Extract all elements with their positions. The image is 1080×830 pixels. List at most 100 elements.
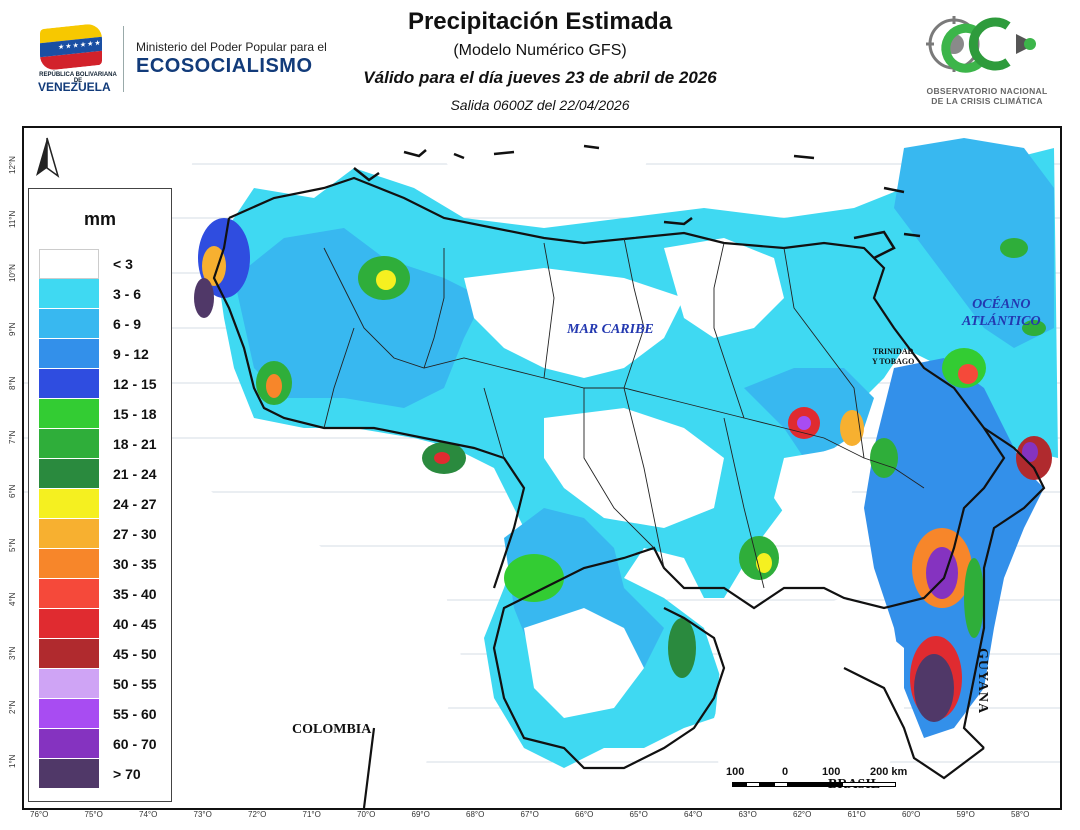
latitude-tick: 1°N [8, 754, 17, 768]
latitude-tick: 7°N [8, 430, 17, 444]
legend-swatch [39, 699, 99, 729]
legend-label: 60 - 70 [113, 736, 157, 752]
legend-swatch [39, 669, 99, 699]
legend-label: 3 - 6 [113, 286, 142, 302]
longitude-tick: 59°O [956, 810, 975, 819]
scale-label: 100 [726, 766, 745, 778]
legend-label: 24 - 27 [113, 496, 157, 512]
longitude-tick: 72°O [248, 810, 267, 819]
legend-item: 3 - 6 [39, 279, 163, 309]
longitude-tick: 60°O [902, 810, 921, 819]
legend-label: 50 - 55 [113, 676, 157, 692]
legend-label: 21 - 24 [113, 466, 157, 482]
map-canvas [24, 128, 1060, 808]
legend-label: < 3 [113, 256, 133, 272]
caribbean-islands [353, 144, 921, 260]
legend-label: 12 - 15 [113, 376, 157, 392]
occ-logo-icon [926, 16, 1036, 73]
legend-label: 40 - 45 [113, 616, 157, 632]
label-mar-caribe: MAR CARIBE [567, 322, 654, 337]
label-guyana: GUYANA [975, 648, 990, 715]
legend-swatch [39, 729, 99, 759]
legend-label: 45 - 50 [113, 646, 157, 662]
legend-item: 24 - 27 [39, 489, 163, 519]
longitude-tick: 67°O [520, 810, 539, 819]
scale-label: 100 [822, 766, 841, 778]
legend-item: 21 - 24 [39, 459, 163, 489]
latitude-tick: 8°N [8, 376, 17, 390]
scale-label: 0 [782, 766, 789, 778]
legend-swatch [39, 519, 99, 549]
north-arrow-icon [36, 137, 60, 178]
legend-swatch [39, 279, 99, 309]
logo-divider [123, 26, 124, 92]
country-borders [212, 176, 1046, 808]
label-oceano-atlantico: OCÉANO ATLÁNTICO [962, 297, 1041, 329]
header: ★★★★★★★★ REPÚBLICA BOLIVARIANA DE VENEZU… [0, 0, 1080, 122]
legend-label: 55 - 60 [113, 706, 157, 722]
longitude-tick: 66°O [575, 810, 594, 819]
longitude-tick: 68°O [466, 810, 485, 819]
legend-swatch [39, 429, 99, 459]
legend-item: 50 - 55 [39, 669, 163, 699]
longitude-tick: 70°O [357, 810, 376, 819]
legend-label: 6 - 9 [113, 316, 142, 332]
legend-swatch [39, 549, 99, 579]
ministry-name: ECOSOCIALISMO [136, 55, 313, 77]
observatory-name: OBSERVATORIO NACIONAL DE LA CRISIS CLIMÁ… [926, 86, 1048, 106]
legend-label: 15 - 18 [113, 406, 157, 422]
legend-item: 55 - 60 [39, 699, 163, 729]
longitude-tick: 65°O [629, 810, 648, 819]
longitude-axis: 76°O 75°O 74°O 73°O 72°O 71°O 70°O 69°O 68°O 67°O… [22, 808, 1062, 826]
legend-item: 9 - 12 [39, 339, 163, 369]
longitude-tick: 74°O [139, 810, 158, 819]
page-title: Precipitación Estimada [407, 8, 673, 35]
observatory-logo: OBSERVATORIO NACIONAL DE LA CRISIS CLIMÁ… [912, 10, 1062, 110]
legend-item: 30 - 35 [39, 549, 163, 579]
latitude-tick: 11°N [8, 210, 17, 228]
legend-item: 35 - 40 [39, 579, 163, 609]
scale-label: 200 km [870, 766, 908, 778]
legend-item: 27 - 30 [39, 519, 163, 549]
legend-item: 40 - 45 [39, 609, 163, 639]
longitude-tick: 64°O [684, 810, 703, 819]
legend-label: 18 - 21 [113, 436, 157, 452]
longitude-tick: 71°O [302, 810, 321, 819]
legend-swatch [39, 759, 99, 789]
legend-swatch [39, 489, 99, 519]
longitude-tick: 62°O [793, 810, 812, 819]
latitude-tick: 9°N [8, 322, 17, 336]
legend-label: > 70 [113, 766, 141, 782]
legend-swatch [39, 339, 99, 369]
latitude-tick: 5°N [8, 538, 17, 552]
legend-swatch [39, 459, 99, 489]
longitude-tick: 58°O [1011, 810, 1030, 819]
legend-item: 60 - 70 [39, 729, 163, 759]
legend-swatch [39, 249, 99, 279]
label-trinidad-tobago: TRINIDAD Y TOBAGO [872, 347, 915, 366]
legend-label: 9 - 12 [113, 346, 149, 362]
valid-date: Válido para el día jueves 23 de abril de… [363, 68, 717, 87]
republic-text: REPÚBLICA BOLIVARIANA DE [39, 72, 117, 84]
latitude-tick: 6°N [8, 484, 17, 498]
ministry-logo: ★★★★★★★★ REPÚBLICA BOLIVARIANA DE VENEZU… [38, 22, 328, 96]
state-borders [323, 237, 925, 589]
latitude-tick: 10°N [8, 264, 17, 282]
legend-item: < 3 [39, 249, 163, 279]
page-subtitle: (Modelo Numérico GFS) [453, 42, 627, 59]
precipitation-map: MAR CARIBE OCÉANO ATLÁNTICO TRINIDAD Y T… [22, 126, 1062, 810]
legend-swatch [39, 399, 99, 429]
ministry-line: Ministerio del Poder Popular para el [136, 40, 327, 54]
legend-swatch [39, 369, 99, 399]
legend-item: 12 - 15 [39, 369, 163, 399]
legend-item: 15 - 18 [39, 399, 163, 429]
longitude-tick: 73°O [193, 810, 212, 819]
longitude-tick: 63°O [738, 810, 757, 819]
latitude-tick: 3°N [8, 646, 17, 660]
latitude-axis: 12°N 11°N 10°N 9°N 8°N 7°N 6°N 5°N 4°N 3°N 2°N 1°N [4, 126, 20, 806]
legend-item: 6 - 9 [39, 309, 163, 339]
legend-item: 18 - 21 [39, 429, 163, 459]
longitude-tick: 69°O [411, 810, 430, 819]
legend-unit: mm [83, 209, 116, 229]
country-text: VENEZUELA [38, 80, 111, 94]
